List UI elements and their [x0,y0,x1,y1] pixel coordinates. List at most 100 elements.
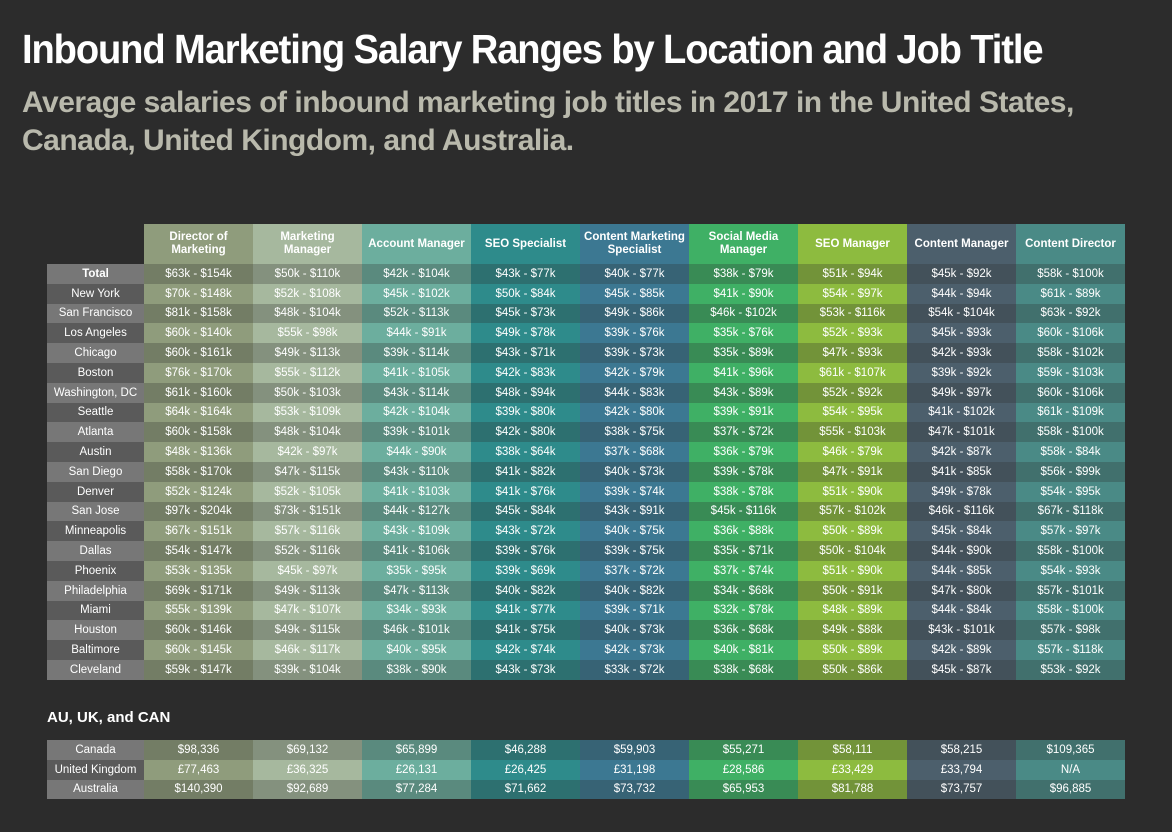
salary-cell: $41k - $75k [471,620,580,641]
salary-cell: $65,953 [689,779,798,800]
salary-cell: $60k - $158k [144,422,253,443]
salary-cell: $44k - $83k [580,382,689,403]
row-label: San Francisco [47,303,144,324]
row-label: Austin [47,442,144,462]
salary-cell: $36k - $79k [689,442,798,462]
salary-cell: $77,284 [362,779,471,800]
salary-cell: $57k - $102k [798,501,907,522]
salary-cell: $42k - $80k [580,402,689,423]
salary-cell: $60k - $161k [144,343,253,363]
row-label: Baltimore [47,640,144,660]
salary-cell: $41k - $76k [471,481,580,502]
row-label: San Diego [47,461,144,482]
salary-cell: $39k - $71k [580,600,689,621]
salary-cell: $37k - $68k [580,442,689,462]
salary-cell: $53k - $116k [798,303,907,324]
salary-cell: $42k - $79k [580,362,689,383]
salary-cell: $60k - $106k [1016,382,1125,403]
salary-cell: $59k - $103k [1016,362,1125,383]
salary-cell: $57k - $98k [1016,620,1125,641]
salary-cell: $58k - $84k [1016,442,1125,462]
salary-cell: $58k - $100k [1016,541,1125,561]
salary-cell: $50k - $91k [798,580,907,601]
table-corner [47,224,144,264]
salary-cell: $49k - $115k [253,620,362,641]
salary-cell: $44k - $90k [362,442,471,462]
salary-cell: $60k - $145k [144,640,253,660]
salary-cell: $39k - $78k [689,461,798,482]
salary-cell: $69,132 [253,740,362,760]
column-header: Content Marketing Specialist [580,224,689,264]
salary-cell: $40k - $95k [362,640,471,660]
salary-cell: $98,336 [144,740,253,760]
salary-cell: $54k - $97k [798,283,907,304]
salary-cell: $55,271 [689,740,798,760]
salary-cell: $53k - $109k [253,402,362,423]
row-label: Los Angeles [47,323,144,344]
salary-cell: $45k - $116k [689,501,798,522]
salary-cell: $48k - $89k [798,600,907,621]
salary-cell: $51k - $90k [798,481,907,502]
salary-cell: $57k - $116k [253,521,362,542]
salary-cell: $48k - $94k [471,382,580,403]
salary-cell: $38k - $79k [689,264,798,284]
salary-cell: £33,794 [907,759,1016,780]
salary-cell: $56k - $99k [1016,461,1125,482]
salary-cell: $36k - $68k [689,620,798,641]
salary-cell: $34k - $68k [689,580,798,601]
salary-cell: $67k - $118k [1016,501,1125,522]
salary-cell: $69k - $171k [144,580,253,601]
salary-cell: $54k - $93k [1016,560,1125,581]
salary-cell: $57k - $118k [1016,640,1125,660]
salary-cell: $97k - $204k [144,501,253,522]
salary-cell: $39k - $76k [471,541,580,561]
salary-cell: $50k - $104k [798,541,907,561]
salary-cell: $47k - $80k [907,580,1016,601]
row-label: Phoenix [47,560,144,581]
salary-cell: $81k - $158k [144,303,253,324]
salary-cell: $63k - $92k [1016,303,1125,324]
salary-cell: $47k - $107k [253,600,362,621]
salary-cell: $92,689 [253,779,362,800]
salary-cell: $43k - $110k [362,461,471,482]
salary-cell: $42k - $93k [907,343,1016,363]
salary-cell: $44k - $90k [907,541,1016,561]
salary-cell: $41k - $106k [362,541,471,561]
salary-cell: $41k - $77k [471,600,580,621]
salary-cell: $42k - $80k [471,422,580,443]
salary-cell: $40k - $73k [580,620,689,641]
salary-cell: $44k - $94k [907,283,1016,304]
salary-cell: $46k - $79k [798,442,907,462]
salary-cell: $34k - $93k [362,600,471,621]
salary-cell: $61k - $89k [1016,283,1125,304]
salary-cell: $54k - $95k [798,402,907,423]
salary-cell: $50k - $103k [253,382,362,403]
column-header: Content Director [1016,224,1125,264]
row-label: Seattle [47,402,144,423]
salary-cell: $47k - $91k [798,461,907,482]
column-header: SEO Manager [798,224,907,264]
page-title: Inbound Marketing Salary Ranges by Locat… [22,26,1044,72]
salary-cell: $67k - $151k [144,521,253,542]
salary-cell: $54k - $95k [1016,481,1125,502]
salary-cell: $76k - $170k [144,362,253,383]
row-label: Denver [47,481,144,502]
salary-cell: $35k - $76k [689,323,798,344]
salary-cell: $44k - $84k [907,600,1016,621]
salary-cell: $40k - $75k [580,521,689,542]
salary-cell: $47k - $113k [362,580,471,601]
salary-cell: $50k - $110k [253,264,362,284]
salary-cell: $49k - $78k [907,481,1016,502]
salary-cell: $42k - $83k [471,362,580,383]
salary-cell: $45k - $102k [362,283,471,304]
salary-cell: $37k - $72k [689,422,798,443]
salary-cell: $39k - $92k [907,362,1016,383]
column-header: Marketing Manager [253,224,362,264]
salary-cell: $39k - $80k [471,402,580,423]
row-label: Chicago [47,343,144,363]
salary-cell: $38k - $68k [689,659,798,680]
salary-cell: $55k - $112k [253,362,362,383]
salary-cell: $70k - $148k [144,283,253,304]
salary-cell: $39k - $76k [580,323,689,344]
salary-cell: $43k - $77k [471,264,580,284]
